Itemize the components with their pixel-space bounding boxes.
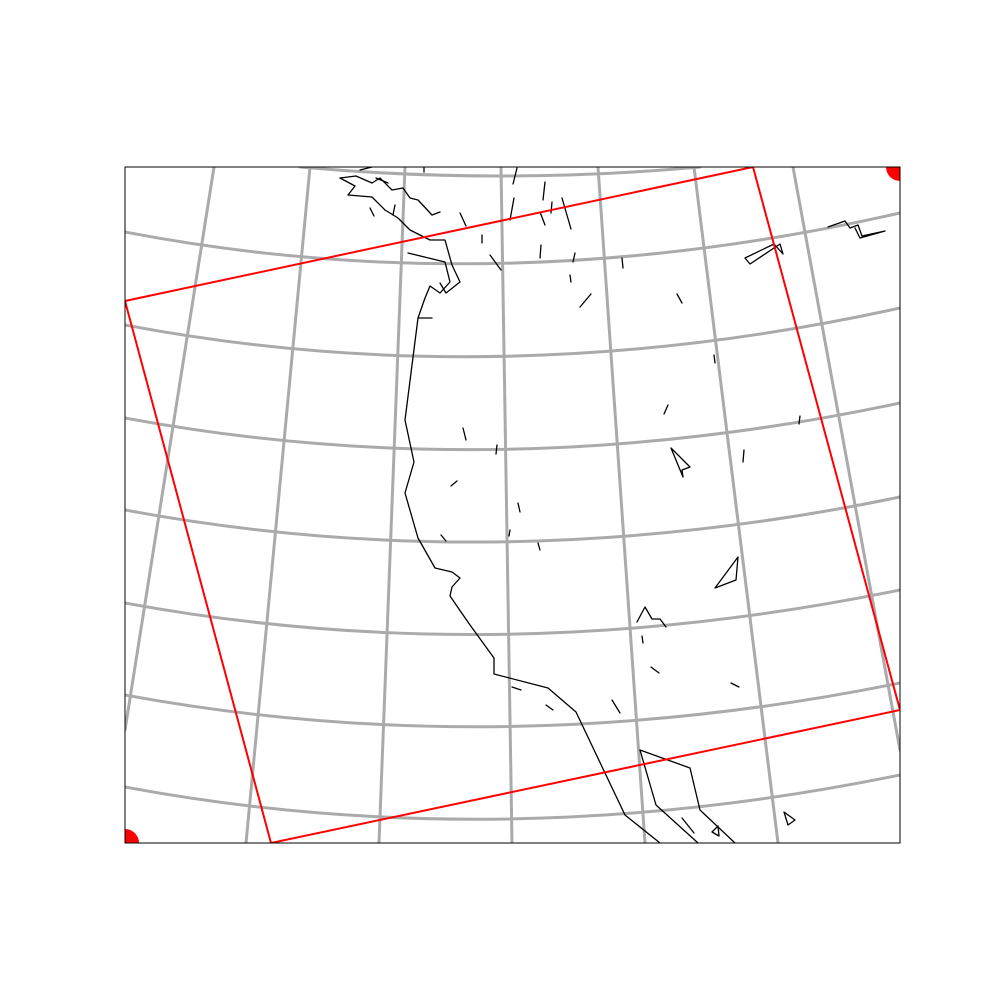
graticule-meridians	[125, 167, 900, 843]
lake-shape	[827, 220, 886, 239]
coast-fragment	[539, 211, 546, 226]
lake-shape	[744, 243, 784, 265]
coast-fragment	[681, 817, 695, 834]
coast-fragment	[611, 699, 621, 714]
coast-fragment	[663, 404, 669, 415]
coast-fragment	[459, 212, 467, 227]
coast-fragment	[462, 427, 467, 441]
lake-shape	[670, 447, 691, 478]
coast-fragment	[537, 542, 541, 551]
coast-fragment	[742, 449, 745, 463]
coast-fragment	[641, 635, 644, 644]
parallel-line	[125, 773, 900, 821]
map-background	[125, 167, 900, 843]
coast-fragment	[392, 204, 396, 216]
coast-fragment	[713, 354, 716, 364]
coast-fragment	[512, 167, 518, 185]
coast-fragment	[561, 197, 572, 230]
coastline-north	[339, 177, 461, 294]
coast-fragment	[450, 480, 458, 487]
lake-shape	[714, 556, 739, 589]
coast-fragment	[440, 534, 447, 542]
coast-fragment	[798, 415, 801, 425]
coast-fragment	[650, 666, 660, 674]
coast-fragment	[572, 252, 576, 263]
coast-segment	[375, 177, 389, 184]
corner-marker-northeast	[886, 167, 900, 181]
meridian-line	[692, 167, 780, 843]
map-frame	[124, 166, 901, 844]
coast-fragment	[511, 686, 522, 691]
coastline-bc-islands	[339, 175, 441, 216]
coast-fragment	[569, 274, 572, 283]
coast-fragment	[489, 254, 502, 271]
meridian-line	[125, 167, 216, 732]
coast-fragment	[621, 257, 624, 269]
coast-fragment	[542, 181, 546, 201]
coast-fragment	[508, 529, 511, 537]
coast-fragment	[369, 207, 375, 217]
coast-fragment	[517, 502, 521, 513]
parallel-line	[125, 681, 900, 729]
parallel-line	[125, 306, 900, 359]
coastline-west	[404, 252, 661, 843]
coast-fragment	[676, 293, 683, 304]
parallel-line	[125, 211, 900, 266]
coast-fragment	[711, 825, 720, 837]
meridian-line	[791, 167, 900, 752]
meridian-line	[244, 167, 312, 843]
parallel-line	[125, 588, 900, 637]
coastline-baja	[639, 749, 699, 843]
coast-fragment	[579, 293, 592, 308]
coast-fragment	[539, 244, 542, 259]
domain-outline	[125, 167, 900, 843]
coast-fragment	[509, 197, 515, 221]
coast-fragment	[495, 444, 498, 455]
coast-fragment	[545, 704, 554, 711]
coast-fragment	[730, 682, 740, 688]
meridian-line	[596, 167, 647, 843]
lake-shape	[636, 606, 667, 628]
meridian-line	[377, 167, 407, 843]
island-shape	[783, 811, 796, 826]
meridian-line	[499, 167, 514, 843]
coast-fragment	[550, 201, 553, 214]
corner-marker-southwest	[125, 829, 139, 843]
